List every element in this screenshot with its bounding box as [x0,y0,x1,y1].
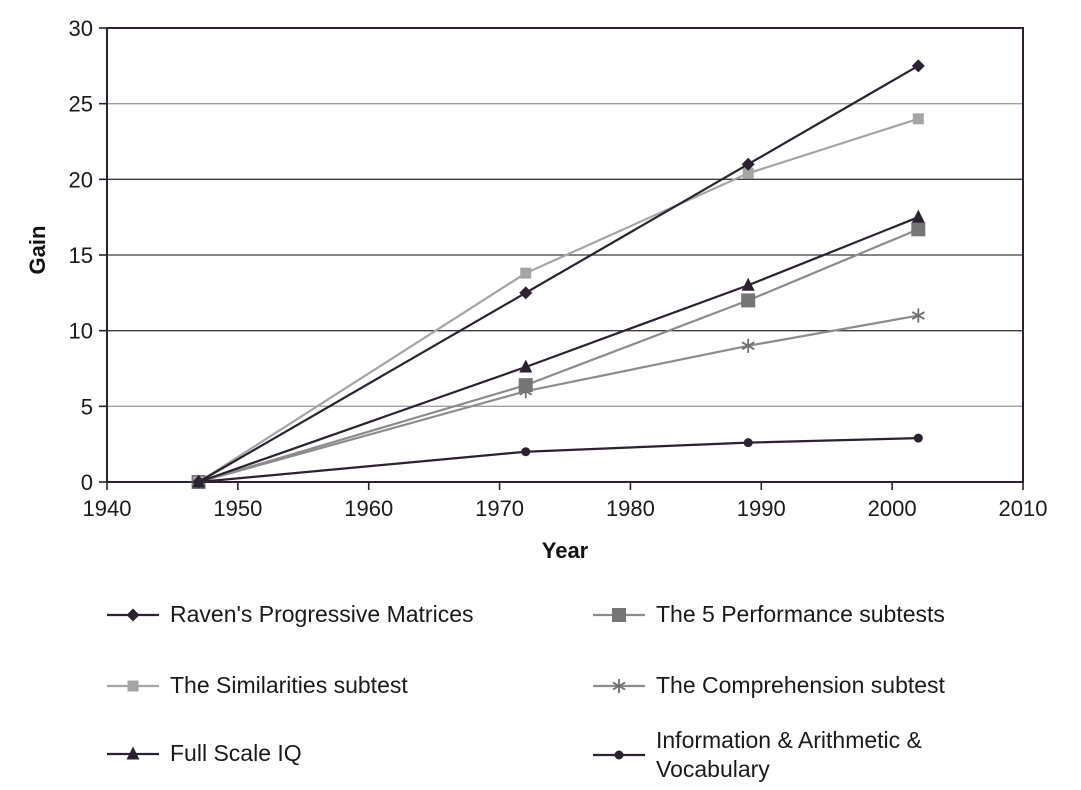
series-line-1 [198,228,919,484]
diamond-marker-icon [107,605,159,625]
square-marker-icon [107,676,159,696]
legend-item-5-performance-subtests: The 5 Performance subtests [593,600,945,629]
triangle-marker [519,359,533,373]
x-tick-label: 1950 [213,496,262,521]
x-tick-label: 1990 [737,496,786,521]
x-tick-label: 2010 [999,496,1048,521]
legend-item-similarities-subtest: The Similarities subtest [107,671,408,700]
triangle-marker [126,746,140,759]
series-line-3 [198,314,919,484]
circle-marker [614,750,624,760]
legend-label: Information & Arithmetic & Vocabulary [656,727,922,782]
legend-item-comprehension-subtest: The Comprehension subtest [593,671,945,700]
diamond-marker [126,608,140,621]
diamond-marker [519,286,533,300]
legend-item-full-scale-iq: Full Scale IQ [107,739,302,768]
square-marker [518,378,533,393]
asterisk-marker [911,308,925,323]
square-marker-icon [593,605,645,625]
y-tick-label: 5 [81,394,93,419]
y-tick-label: 0 [81,470,93,495]
circle-marker [194,477,204,487]
circle-marker [521,447,531,457]
asterisk-marker [612,678,626,693]
y-tick-label: 10 [69,319,93,344]
x-tick-label: 1970 [475,496,524,521]
y-axis-title: Gain [25,225,50,275]
x-axis-title: Year [541,538,589,563]
y-tick-label: 25 [69,92,93,117]
legend-label: Raven's Progressive Matrices [170,601,474,627]
square-marker [912,113,924,125]
plot-area: 0 5 10 15 20 25 30 1940 1950 1960 1970 1980 1990 2000… [69,16,1048,521]
x-tick-label: 1940 [83,496,132,521]
square-marker [127,680,139,691]
triangle-marker [911,209,925,223]
x-tick-label: 2000 [868,496,917,521]
series-line-2 [198,117,919,483]
diamond-marker [741,157,755,171]
diamond-marker [911,59,925,73]
y-tick-label: 30 [69,16,93,41]
y-tick-label: 15 [69,243,93,268]
square-marker [911,222,926,237]
triangle-marker [741,277,755,291]
legend-label: The 5 Performance subtests [656,601,945,627]
x-tick-label: 1960 [344,496,393,521]
asterisk-marker-icon [593,676,645,696]
circle-marker-icon [593,745,645,765]
series-line-0 [198,64,919,483]
legend-item-information-arithmetic-vocabulary: Information & Arithmetic & Vocabulary [593,726,996,784]
x-tick-label: 1980 [606,496,655,521]
asterisk-marker [741,338,755,353]
square-marker [520,267,532,279]
legend-label: Full Scale IQ [170,740,302,766]
legend-label: The Similarities subtest [170,672,408,698]
triangle-marker-icon [107,744,159,764]
square-marker [742,167,754,179]
series-line-5 [198,437,919,484]
square-marker [612,607,626,622]
square-marker [741,293,756,308]
series-line-4 [198,216,919,484]
circle-marker [743,438,753,448]
legend-item-ravens-progressive-matrices: Raven's Progressive Matrices [107,600,474,629]
legend-label: The Comprehension subtest [656,672,945,698]
y-tick-label: 20 [69,167,93,192]
circle-marker [913,433,923,443]
